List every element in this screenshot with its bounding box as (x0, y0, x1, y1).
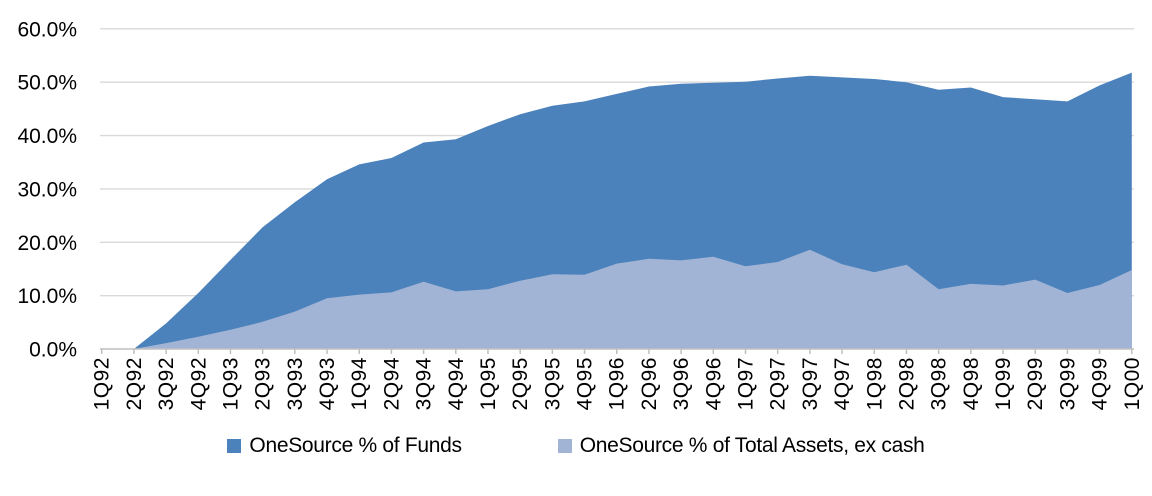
x-axis-label: 1Q00 (1121, 357, 1144, 410)
x-axis-label: 1Q96 (606, 357, 629, 410)
x-axis-label: 1Q99 (992, 357, 1015, 410)
x-axis-label: 1Q93 (219, 357, 242, 410)
x-axis-label: 3Q95 (541, 357, 564, 410)
area-series-assets (101, 249, 1132, 349)
x-axis-label: 2Q95 (509, 357, 532, 410)
x-axis-label: 3Q97 (799, 357, 822, 410)
legend-item-assets: OneSource % of Total Assets, ex cash (557, 434, 925, 458)
legend-item-funds: OneSource % of Funds (227, 434, 462, 458)
x-axis-label: 4Q97 (831, 357, 854, 410)
x-axis-label: 1Q92 (91, 357, 114, 410)
x-axis-label: 3Q93 (284, 357, 307, 410)
legend: OneSource % of Funds OneSource % of Tota… (0, 434, 1152, 458)
y-axis-label: 40.0% (17, 125, 77, 148)
x-axis-label: 1Q94 (348, 357, 371, 410)
x-axis-label: 2Q97 (767, 357, 790, 410)
x-axis-label: 4Q98 (960, 357, 983, 410)
y-axis-label: 30.0% (17, 178, 77, 201)
plot-area: 0.0% 10.0% 20.0% 30.0% 40.0% 50.0% 60.0% 1Q92 2Q… (17, 18, 1144, 410)
x-axis-label: 2Q99 (1024, 357, 1047, 410)
y-axis-label: 20.0% (17, 232, 77, 255)
y-axis-label: 0.0% (29, 339, 77, 362)
x-axis-label: 4Q93 (316, 357, 339, 410)
legend-label-funds: OneSource % of Funds (249, 434, 462, 457)
x-axis-label: 4Q96 (702, 357, 725, 410)
x-axis-label: 4Q92 (187, 357, 210, 410)
x-axis-label: 4Q94 (445, 357, 468, 410)
legend-label-assets: OneSource % of Total Assets, ex cash (579, 434, 925, 457)
x-axis-label: 4Q99 (1089, 357, 1112, 410)
x-axis-label: 3Q94 (413, 357, 436, 410)
x-axis-label: 2Q98 (895, 357, 918, 410)
x-axis-label: 3Q92 (155, 357, 178, 410)
y-axis-label: 10.0% (17, 285, 77, 308)
x-axis-label: 1Q95 (477, 357, 500, 410)
x-axis-label: 1Q97 (735, 357, 758, 410)
legend-swatch-assets-icon (557, 439, 572, 453)
y-axis-label: 50.0% (17, 72, 77, 95)
x-axis-label: 3Q96 (670, 357, 693, 410)
x-axis-label: 1Q98 (863, 357, 886, 410)
x-axis-label: 2Q93 (252, 357, 275, 410)
x-axis-label: 2Q96 (638, 357, 661, 410)
x-axis-label: 4Q95 (574, 357, 597, 410)
x-axis-label: 3Q99 (1056, 357, 1079, 410)
x-axis-label: 3Q98 (928, 357, 951, 410)
y-axis-label: 60.0% (17, 18, 77, 41)
x-axis-label: 2Q94 (380, 357, 403, 410)
x-axis-label: 2Q92 (123, 357, 146, 410)
legend-swatch-funds-icon (227, 439, 242, 453)
